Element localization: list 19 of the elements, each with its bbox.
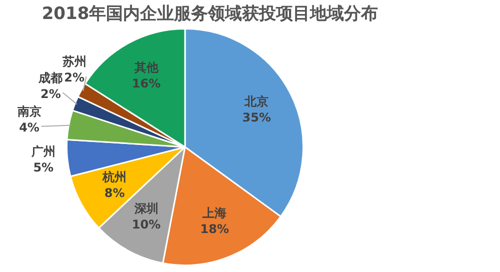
data-label: 4% (19, 120, 40, 134)
slice-label: 成都 (38, 70, 63, 85)
data-label: 2% (64, 70, 85, 85)
slice-label: 其他 (133, 60, 160, 75)
slice-label: 苏州 (61, 54, 86, 69)
slice-label: 广州 (30, 144, 56, 159)
slice-label: 南京 (16, 104, 42, 118)
slice-label: 深圳 (133, 202, 158, 216)
chart-title: 2018年国内企业服务领域获投项目地域分布 (40, 3, 380, 25)
slice-label: 杭州 (102, 170, 127, 184)
data-label: 16% (132, 76, 161, 91)
slice-label: 上海 (202, 206, 227, 220)
data-label: 2% (40, 86, 61, 101)
data-label: 35% (242, 110, 272, 125)
slice-label: 北京 (244, 94, 269, 109)
data-label: 18% (200, 222, 229, 236)
data-label: 5% (33, 160, 54, 175)
data-label: 8% (104, 186, 125, 200)
data-label: 10% (132, 218, 161, 232)
